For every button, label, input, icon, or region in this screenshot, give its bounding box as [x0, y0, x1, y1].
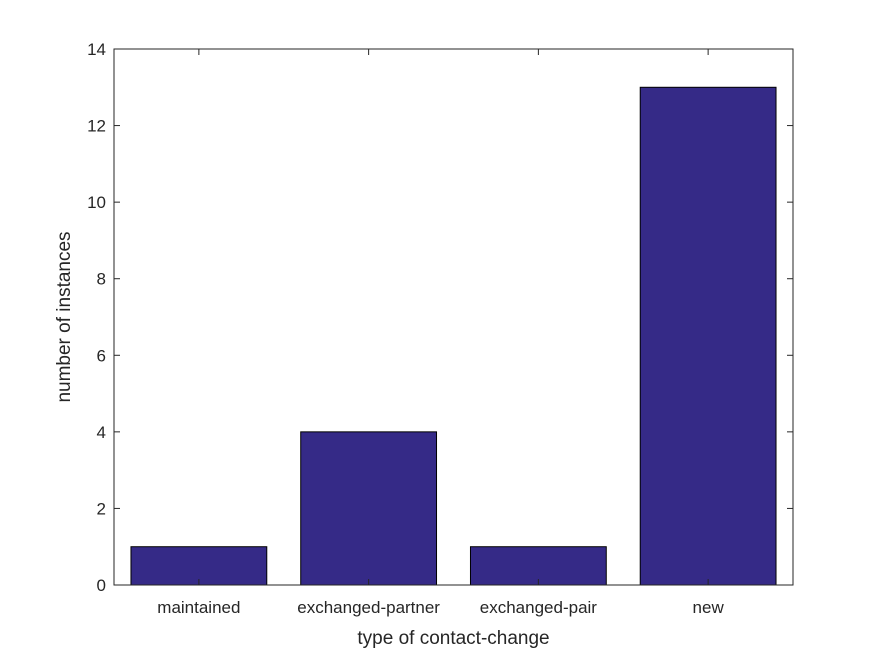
y-tick-label: 2: [97, 499, 106, 518]
y-tick-label: 14: [87, 40, 106, 59]
x-tick-label: exchanged-pair: [480, 598, 598, 617]
y-tick-label: 12: [87, 117, 106, 136]
y-axis-label: number of instances: [54, 231, 75, 402]
bar-maintained: [130, 546, 268, 586]
bar-new: [639, 86, 777, 586]
y-tick-label: 10: [87, 193, 106, 212]
x-axis-label: type of contact-change: [357, 628, 549, 649]
y-tick-label: 6: [97, 346, 106, 365]
x-tick-label: exchanged-partner: [297, 598, 440, 617]
y-tick-label: 8: [97, 270, 106, 289]
y-tick-label: 4: [97, 423, 106, 442]
y-tick-label: 0: [97, 576, 106, 595]
bar-exchanged-partner: [300, 431, 438, 586]
axes-box: [113, 48, 794, 586]
x-tick-label: new: [693, 598, 725, 617]
bar-exchanged-pair: [469, 546, 607, 586]
x-tick-label: maintained: [157, 598, 240, 617]
